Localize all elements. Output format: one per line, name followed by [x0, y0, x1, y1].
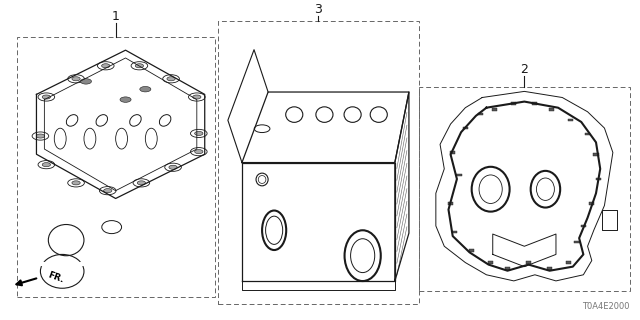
Circle shape	[36, 134, 45, 138]
Bar	[549, 108, 554, 111]
Circle shape	[167, 77, 175, 81]
Bar	[448, 202, 453, 205]
Bar	[526, 261, 531, 264]
Circle shape	[169, 165, 177, 169]
Text: 1: 1	[112, 10, 120, 23]
Bar	[477, 113, 483, 115]
Bar	[589, 202, 595, 205]
Circle shape	[102, 64, 110, 68]
Bar	[566, 261, 571, 264]
Bar	[585, 133, 590, 135]
Text: 2: 2	[520, 63, 528, 76]
Circle shape	[135, 64, 143, 68]
Bar	[547, 268, 552, 270]
Bar	[463, 127, 468, 129]
Bar	[456, 174, 461, 176]
Bar	[575, 241, 580, 244]
Circle shape	[137, 181, 145, 185]
Text: T0A4E2000: T0A4E2000	[582, 302, 630, 311]
Bar	[532, 102, 538, 105]
Bar	[505, 268, 510, 270]
Circle shape	[81, 79, 92, 84]
Bar	[511, 102, 516, 105]
Bar	[469, 249, 474, 252]
Bar	[568, 119, 573, 121]
Bar	[581, 225, 586, 227]
Text: 3: 3	[314, 3, 322, 16]
Circle shape	[120, 97, 131, 102]
Circle shape	[42, 163, 51, 167]
Circle shape	[72, 77, 80, 81]
Circle shape	[195, 132, 203, 135]
Circle shape	[195, 150, 203, 154]
Circle shape	[42, 95, 51, 99]
Bar	[450, 151, 455, 154]
Bar	[492, 108, 497, 111]
Text: FR.: FR.	[46, 270, 65, 284]
Circle shape	[140, 86, 151, 92]
Bar	[593, 153, 598, 156]
Circle shape	[193, 95, 201, 99]
Bar	[452, 231, 458, 233]
Circle shape	[104, 188, 112, 193]
Bar	[596, 178, 601, 180]
Bar	[488, 261, 493, 264]
Circle shape	[72, 181, 80, 185]
